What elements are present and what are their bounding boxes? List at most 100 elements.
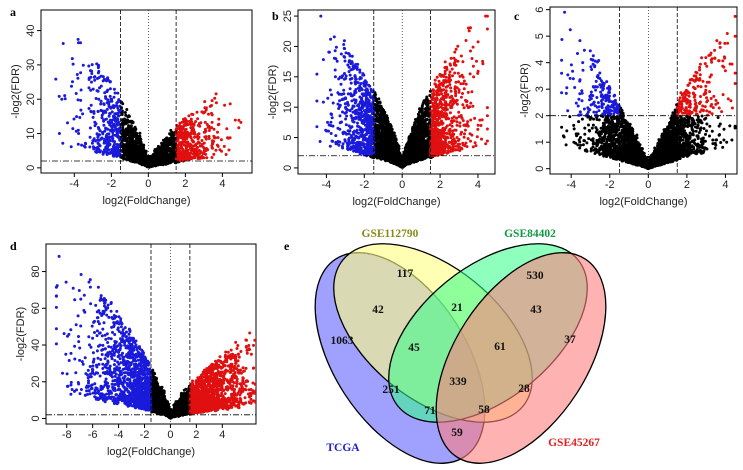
data-point [71,62,75,66]
data-point [61,42,65,45]
data-point [90,63,94,67]
data-point [148,162,152,166]
data-point [227,148,231,152]
data-point [177,155,181,159]
data-point [123,111,127,114]
data-point [196,152,199,156]
x-tick-label: -2 [106,178,116,190]
data-point [189,147,193,151]
data-point [74,92,78,95]
data-point [197,140,200,144]
data-point [216,144,220,148]
data-point [63,97,67,101]
data-point [416,125,420,128]
data-point [377,97,381,101]
data-point [98,149,102,153]
data-point [375,111,379,115]
data-point [210,120,214,124]
data-point [182,124,186,128]
data-point [99,102,103,106]
data-point [97,69,101,73]
data-point [174,128,178,132]
data-point [181,133,185,137]
y-axis-label: -log2(FDR) [10,64,22,118]
data-point [111,139,115,143]
data-point [113,142,117,146]
data-point [176,136,180,140]
data-point [210,141,214,145]
data-point [116,111,120,115]
data-point [202,141,206,145]
data-point [233,118,237,122]
data-point [374,151,378,155]
x-tick-label: -4 [69,178,79,190]
data-point [88,135,92,139]
data-point [424,139,428,143]
data-point [197,132,201,136]
data-point [138,131,142,135]
volcano-plot-a: a -4 -2 0 2 4010203040log2(FoldChange)-log2(… [10,5,253,207]
data-point [193,132,197,136]
data-point [97,143,101,146]
data-point [384,130,388,134]
data-point [411,125,415,129]
data-point [185,119,189,123]
data-point [129,156,133,160]
data-point [124,146,128,150]
data-point [176,133,179,137]
data-point [71,80,74,84]
data-point [122,157,126,161]
data-point [124,153,128,157]
data-point [104,110,108,114]
data-point [419,121,423,125]
data-point [216,136,220,140]
data-point [200,139,204,142]
data-point [99,84,103,88]
data-point [57,132,61,135]
data-point [379,111,383,115]
data-point [187,114,191,118]
data-point [421,102,425,106]
data-point [408,144,412,148]
data-point [115,117,119,121]
data-point [192,123,196,127]
data-point [93,120,97,124]
data-point [97,97,101,101]
data-point [79,98,83,102]
data-point [181,151,185,155]
data-point [103,129,107,133]
data-point [182,140,186,144]
data-point [181,137,185,140]
data-point [378,143,382,147]
data-point [191,113,195,116]
data-point [113,112,117,116]
data-point [377,120,381,124]
data-point [107,114,111,118]
data-point [92,75,96,79]
data-point [178,143,182,147]
data-point [115,154,119,158]
data-point [107,135,111,139]
data-point [136,154,140,158]
data-point [95,150,99,154]
data-point [91,87,95,91]
data-point [172,144,176,148]
data-point [168,159,172,163]
data-point [149,154,153,158]
data-point [107,132,111,136]
data-point [101,152,105,156]
data-point [189,117,193,121]
data-point [168,132,172,136]
data-point [203,135,207,139]
y-tick-label: 40 [25,24,37,36]
data-point [415,120,419,124]
data-point [171,148,175,152]
data-point [142,158,145,161]
data-point [92,111,96,115]
data-point [166,154,170,158]
data-point [200,110,204,114]
data-point [162,154,166,158]
data-point [203,106,207,110]
data-point [102,102,106,106]
data-point [189,136,193,140]
